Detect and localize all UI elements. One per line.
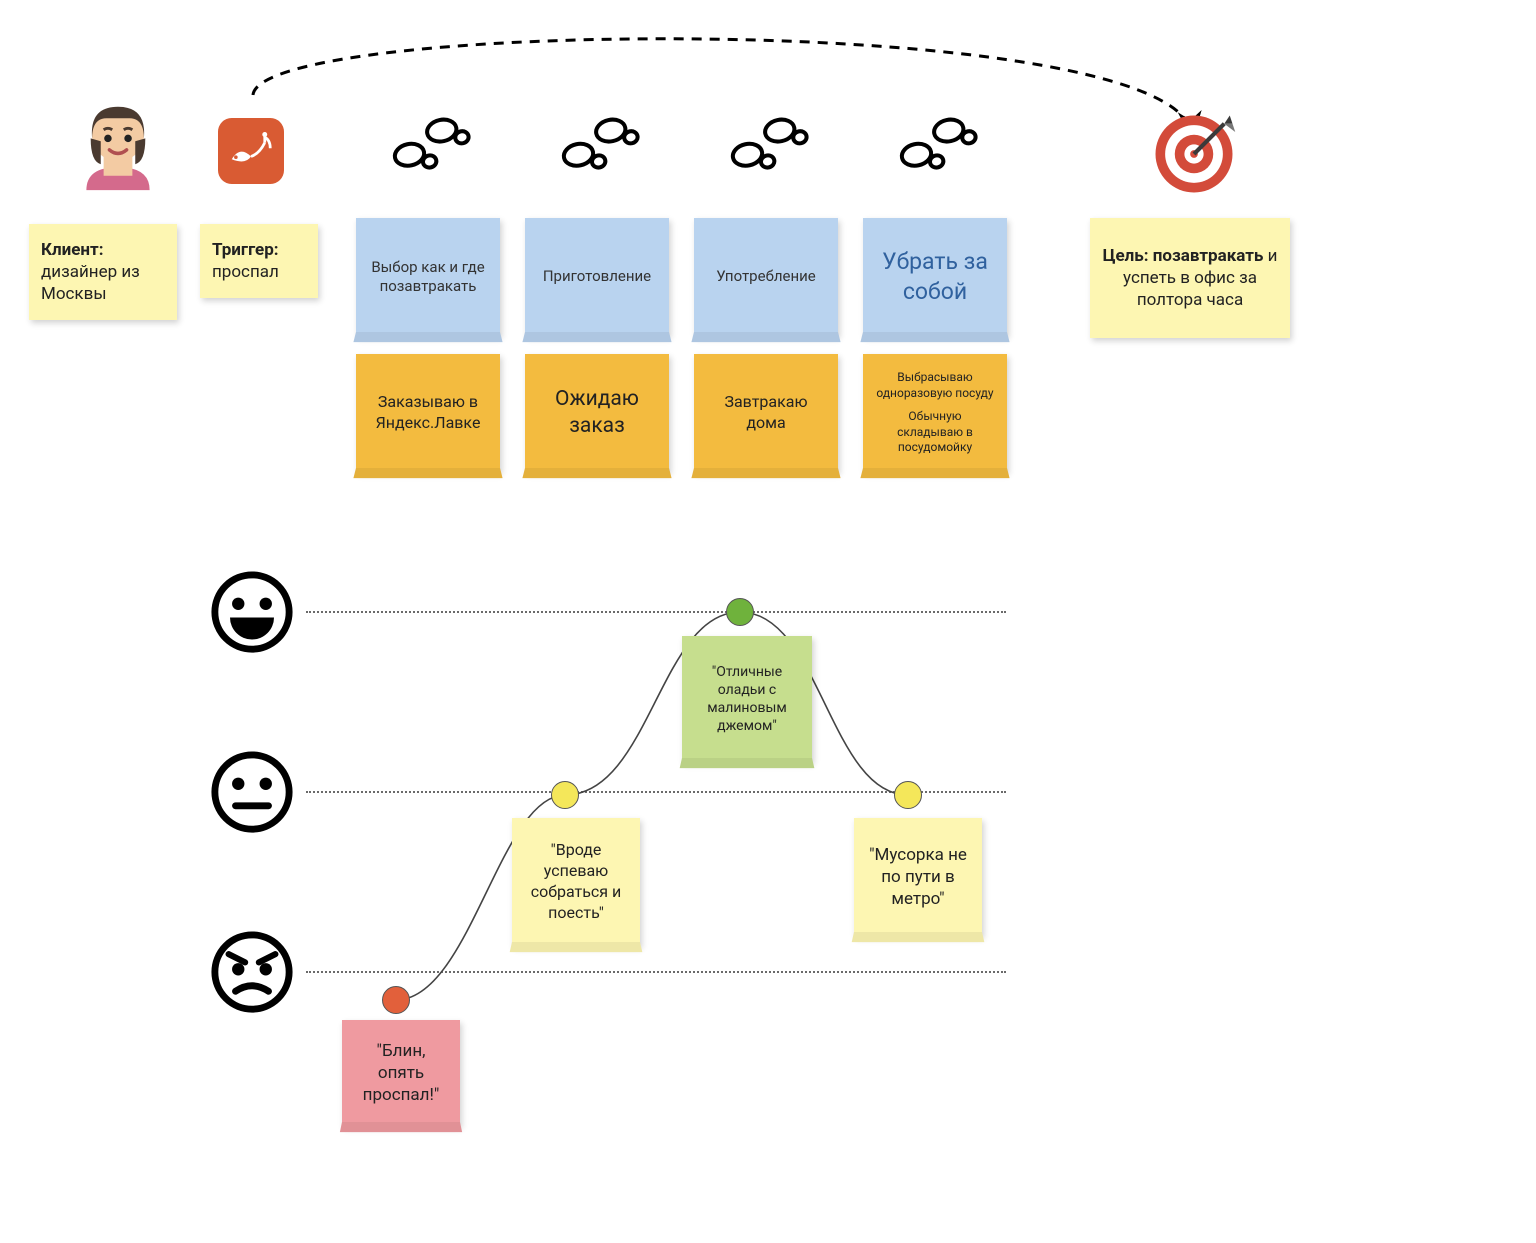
quote-2: "Вроде успеваю собраться и поесть": [524, 840, 628, 923]
quote-note-2: "Вроде успеваю собраться и поесть": [512, 818, 640, 946]
mood-dot-2: [551, 781, 579, 809]
mood-dot-4: [894, 781, 922, 809]
journey-map: Клиент: дизайнер из Москвы Триггер: прос…: [0, 0, 1536, 1243]
quote-note-3: "Отличные оладьи с малиновым джемом": [682, 636, 812, 762]
quote-1: "Блин, опять проспал!": [354, 1040, 448, 1106]
mood-dot-1: [382, 986, 410, 1014]
quote-3: "Отличные оладьи с малиновым джемом": [694, 663, 800, 736]
quote-note-1: "Блин, опять проспал!": [342, 1020, 460, 1126]
mood-curve: [0, 0, 1536, 1200]
mood-dot-3: [726, 598, 754, 626]
quote-4: "Мусорка не по пути в метро": [866, 844, 970, 910]
quote-note-4: "Мусорка не по пути в метро": [854, 818, 982, 936]
